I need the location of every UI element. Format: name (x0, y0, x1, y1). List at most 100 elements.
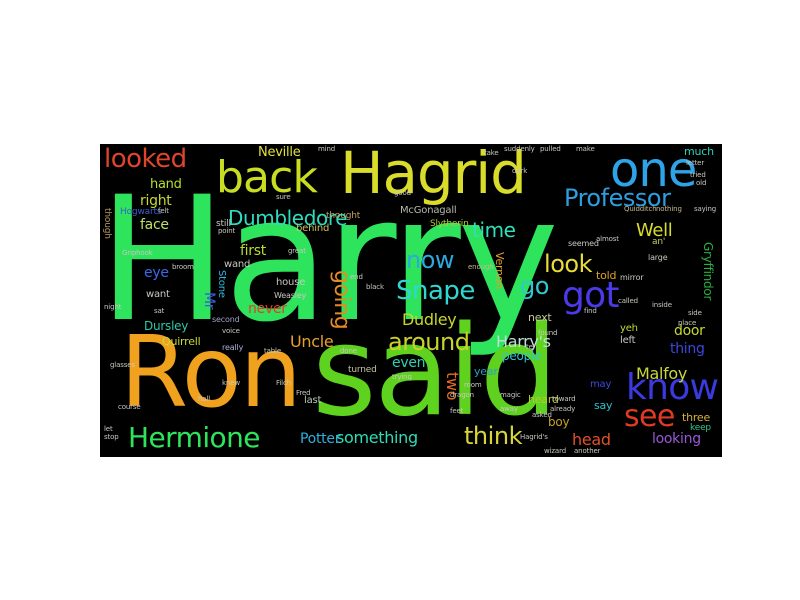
word-night: night (104, 303, 122, 311)
word-go: go (520, 272, 549, 300)
word-told: told (596, 269, 617, 282)
word-may: may (590, 379, 612, 390)
word-pulled: pulled (540, 145, 561, 153)
word-black: black (366, 283, 384, 291)
word-hagrid: Hagrid (340, 144, 527, 207)
word-harry: Harry (100, 159, 559, 360)
word-though: though (102, 208, 112, 239)
word-harrys: Harry's (496, 332, 551, 351)
word-griphook: Griphook (122, 249, 153, 257)
word-hall: hall (198, 395, 211, 403)
word-something: something (336, 428, 418, 447)
word-mcgonagall: McGonagall (400, 205, 457, 216)
word-want: want (146, 289, 170, 300)
word-three: three (682, 411, 711, 424)
word-hermione: Hermione (128, 421, 261, 454)
word-away: away (500, 405, 518, 413)
word-large: large (648, 253, 668, 262)
word-even: even (392, 355, 426, 371)
word-nothing: nothing (656, 205, 682, 213)
word-two: two (443, 372, 462, 401)
word-place: place (678, 319, 697, 327)
word-turned: turned (348, 365, 377, 375)
word-sat: sat (154, 307, 165, 315)
word-door: door (674, 323, 705, 339)
word-now: now (406, 246, 455, 274)
word-feet: feet (450, 407, 464, 415)
word-dursley: Dursley (144, 319, 189, 333)
word-old: old (696, 179, 707, 187)
word-head: head (572, 430, 611, 449)
word-last: last (304, 395, 322, 406)
word-face: face (140, 217, 169, 233)
word-year: year (474, 365, 498, 378)
word-cloud: Harry Ron said Hagrid back one Hermione … (100, 144, 722, 457)
word-course: course (118, 403, 141, 411)
word-quirrell: Quirrell (162, 335, 201, 348)
word-found: found (538, 329, 558, 337)
word-stop: stop (104, 433, 119, 441)
word-quidditch: Quidditch (624, 205, 657, 213)
word-mind: mind (318, 145, 336, 153)
word-still: still (216, 219, 231, 229)
word-find: find (584, 307, 597, 315)
word-make: make (576, 145, 595, 153)
word-much: much (684, 145, 714, 158)
word-time: time (472, 218, 516, 242)
word-second: second (212, 315, 240, 324)
word-vernon: Vernon (493, 252, 506, 290)
word-dark: dark (512, 167, 528, 175)
word-suddenly: suddenly (504, 145, 535, 153)
word-heard: heard (528, 393, 559, 406)
word-behind: behind (296, 223, 330, 234)
word-knew: knew (222, 379, 240, 387)
word-end: end (350, 273, 363, 281)
word-wand: wand (224, 259, 251, 270)
word-dragon: dragon (450, 391, 474, 399)
word-tried: tried (690, 171, 706, 179)
word-got: got (562, 275, 620, 316)
word-room: room (464, 381, 482, 389)
word-table: table (264, 347, 282, 355)
word-voice: voice (222, 327, 240, 335)
word-good: good (394, 189, 411, 197)
word-filch: Filch (276, 379, 291, 387)
word-back: back (216, 152, 318, 203)
word-keep: keep (690, 423, 711, 433)
word-enough: enough (468, 263, 494, 271)
word-boy: boy (548, 415, 570, 429)
word-people: people (502, 349, 542, 363)
word-next: next (528, 311, 552, 324)
word-gryffindor: Gryffindor (701, 242, 715, 301)
word-seemed: seemed (568, 239, 599, 248)
word-going: going (329, 270, 354, 330)
word-already: already (550, 405, 576, 413)
word-toward: toward (552, 395, 576, 403)
word-first: first (240, 243, 266, 259)
word-almost: almost (596, 235, 619, 243)
word-ter: ter (526, 343, 536, 351)
word-fred: Fred (296, 389, 311, 397)
word-malfoy: Malfoy (636, 364, 688, 383)
word-around: around (388, 328, 470, 356)
word-felt: felt (158, 207, 169, 215)
word-trying: trying (392, 373, 412, 381)
word-an: an' (652, 237, 666, 247)
word-one: one (610, 144, 697, 198)
word-called: called (618, 297, 638, 305)
word-snape: Snape (396, 276, 475, 306)
word-hogwarts: Hogwarts (120, 207, 162, 217)
word-wizard: wizard (544, 447, 566, 455)
word-done: done (340, 347, 357, 355)
word-professor: Professor (564, 184, 671, 212)
word-mirror: mirror (620, 273, 644, 282)
word-ron: Ron (120, 316, 302, 430)
word-neville: Neville (258, 145, 301, 160)
word-slytherin: Slytherin (430, 219, 469, 229)
word-stone: Stone (216, 270, 227, 298)
word-side: side (688, 309, 702, 317)
word-broom: broom (172, 263, 194, 271)
word-know: know (626, 367, 719, 408)
word-said: said (312, 300, 558, 444)
word-right: right (140, 193, 172, 209)
